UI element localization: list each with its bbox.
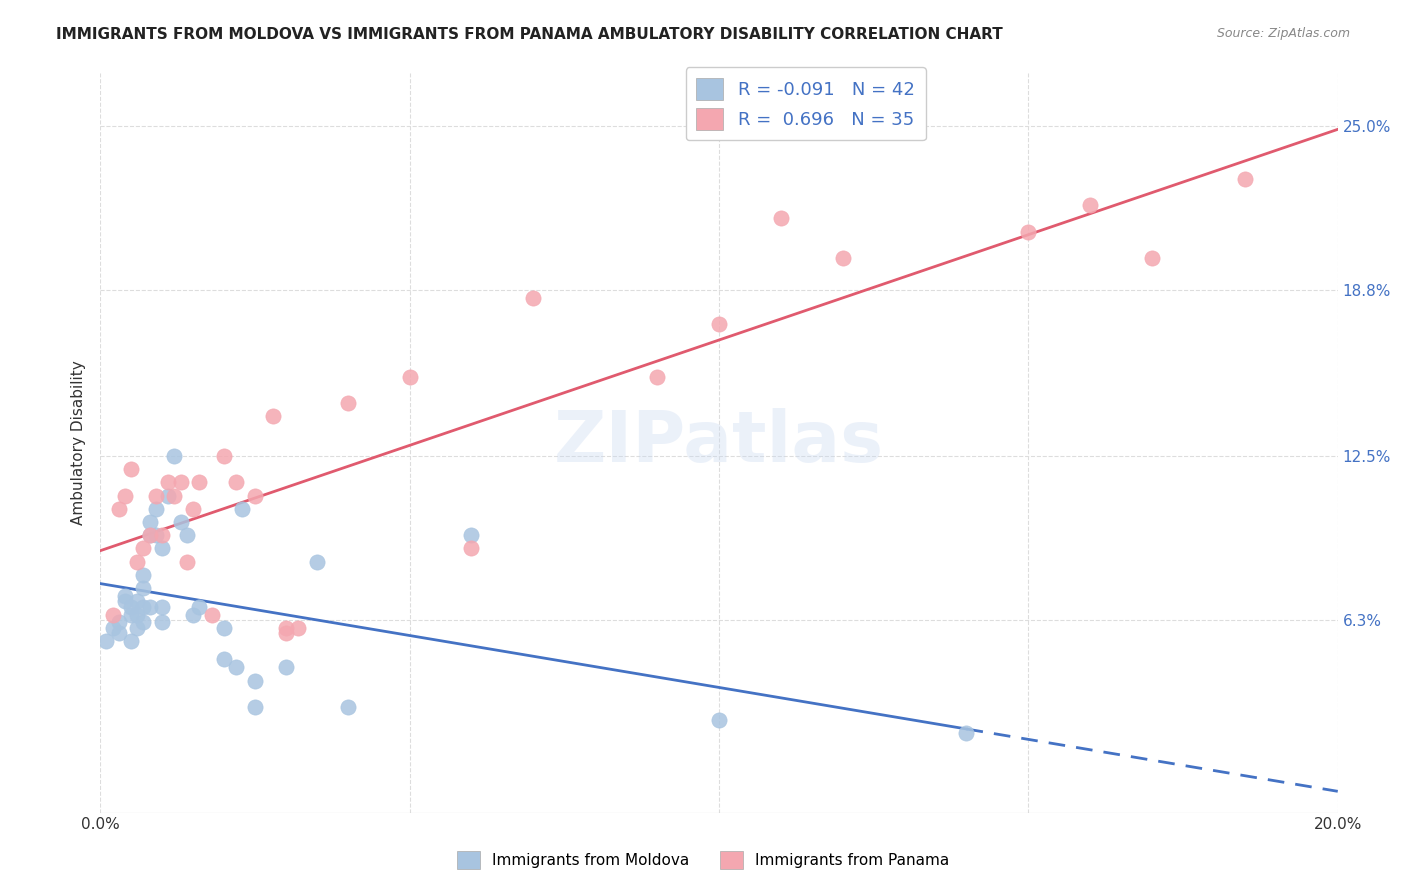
Point <box>243 700 266 714</box>
Point <box>225 660 247 674</box>
Point <box>120 634 142 648</box>
Point <box>176 555 198 569</box>
Point <box>1017 225 1039 239</box>
Point <box>101 607 124 622</box>
Point <box>138 515 160 529</box>
Point <box>707 317 730 331</box>
Point <box>127 621 149 635</box>
Point <box>138 528 160 542</box>
Point <box>181 502 204 516</box>
Point <box>150 541 173 556</box>
Point <box>225 475 247 490</box>
Point <box>831 251 853 265</box>
Legend: R = -0.091   N = 42, R =  0.696   N = 35: R = -0.091 N = 42, R = 0.696 N = 35 <box>686 68 925 140</box>
Point <box>145 502 167 516</box>
Point <box>101 621 124 635</box>
Point <box>114 594 136 608</box>
Point <box>188 475 211 490</box>
Text: ZIPatlas: ZIPatlas <box>554 409 884 477</box>
Point <box>200 607 222 622</box>
Point <box>212 449 235 463</box>
Point <box>707 713 730 727</box>
Point <box>150 599 173 614</box>
Point <box>138 528 160 542</box>
Point <box>460 528 482 542</box>
Text: Source: ZipAtlas.com: Source: ZipAtlas.com <box>1216 27 1350 40</box>
Point <box>107 502 129 516</box>
Point <box>176 528 198 542</box>
Point <box>274 660 297 674</box>
Point <box>157 489 180 503</box>
Point <box>138 599 160 614</box>
Point <box>955 726 977 740</box>
Point <box>188 599 211 614</box>
Point <box>132 541 155 556</box>
Point <box>305 555 328 569</box>
Point <box>120 462 142 476</box>
Point <box>132 581 155 595</box>
Point <box>107 626 129 640</box>
Point <box>132 599 155 614</box>
Point <box>274 626 297 640</box>
Text: IMMIGRANTS FROM MOLDOVA VS IMMIGRANTS FROM PANAMA AMBULATORY DISABILITY CORRELAT: IMMIGRANTS FROM MOLDOVA VS IMMIGRANTS FR… <box>56 27 1002 42</box>
Point <box>522 291 544 305</box>
Point <box>145 489 167 503</box>
Point <box>132 615 155 630</box>
Point <box>107 615 129 630</box>
Point <box>150 528 173 542</box>
Point <box>1233 171 1256 186</box>
Point <box>243 673 266 688</box>
Point <box>212 621 235 635</box>
Point <box>336 396 359 410</box>
Point <box>120 607 142 622</box>
Point <box>243 489 266 503</box>
Point <box>769 211 792 226</box>
Point <box>262 409 284 424</box>
Point <box>287 621 309 635</box>
Point <box>645 370 668 384</box>
Point <box>460 541 482 556</box>
Point <box>127 555 149 569</box>
Point <box>274 621 297 635</box>
Point <box>145 528 167 542</box>
Point <box>163 449 186 463</box>
Point <box>163 489 186 503</box>
Point <box>127 607 149 622</box>
Point <box>398 370 420 384</box>
Point <box>114 589 136 603</box>
Point <box>120 599 142 614</box>
Point <box>181 607 204 622</box>
Point <box>231 502 253 516</box>
Point <box>157 475 180 490</box>
Y-axis label: Ambulatory Disability: Ambulatory Disability <box>72 360 86 525</box>
Point <box>150 615 173 630</box>
Point <box>169 515 191 529</box>
Point <box>1140 251 1163 265</box>
Point <box>127 594 149 608</box>
Point <box>1078 198 1101 212</box>
Point <box>336 700 359 714</box>
Point <box>132 568 155 582</box>
Legend: Immigrants from Moldova, Immigrants from Panama: Immigrants from Moldova, Immigrants from… <box>451 845 955 875</box>
Point <box>96 634 118 648</box>
Point <box>169 475 191 490</box>
Point <box>114 489 136 503</box>
Point <box>212 652 235 666</box>
